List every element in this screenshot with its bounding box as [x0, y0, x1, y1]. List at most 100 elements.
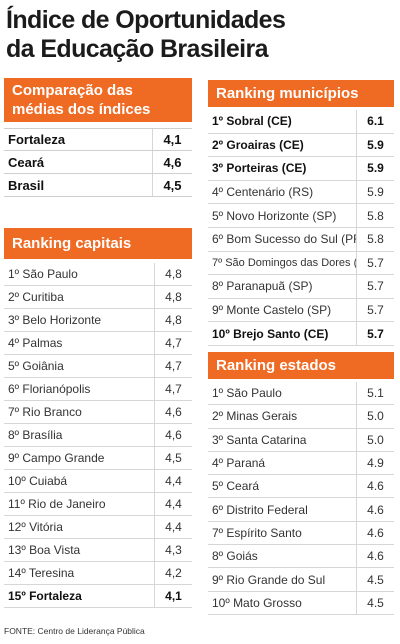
row-value: 4,5: [152, 174, 192, 196]
row-name: 13º Boa Vista: [8, 543, 81, 557]
row-name: 8º Goiás: [212, 549, 258, 564]
municipios-header: Ranking municípios: [208, 80, 394, 107]
comparacao-panel: Comparação das médias dos índices Fortal…: [4, 78, 192, 197]
table-row: 6º Distrito Federal 4.6: [208, 498, 394, 522]
row-name: 7º São Domingos das Dores (MG): [212, 256, 356, 269]
row-value: 4,1: [152, 129, 192, 150]
row-value: 5.7: [356, 275, 394, 298]
comparacao-header-line-1: Comparação das: [12, 82, 133, 99]
capitais-header: Ranking capitais: [4, 228, 192, 259]
comparacao-header-line-2: médias dos índices: [12, 101, 151, 118]
row-value: 4,4: [154, 493, 192, 515]
row-value: 4.5: [356, 568, 394, 591]
table-row: 3º Belo Horizonte 4,8: [4, 309, 192, 332]
row-value: 5.0: [356, 428, 394, 451]
row-value: 4,1: [154, 585, 192, 607]
row-name: 1º Sobral (CE): [212, 114, 292, 129]
row-name: 12º Vitória: [8, 520, 63, 534]
row-value: 5.7: [356, 298, 394, 322]
table-row: 1º São Paulo 4,8: [4, 263, 192, 286]
row-name: 4º Centenário (RS): [212, 185, 314, 200]
row-value: 5.9: [356, 133, 394, 157]
row-name: 8º Brasília: [8, 428, 63, 442]
row-name: 10º Brejo Santo (CE): [212, 326, 329, 341]
table-row: 7º Espírito Santo 4.6: [208, 521, 394, 546]
row-name: 3º Santa Catarina: [212, 432, 307, 447]
table-row: 2º Minas Gerais 5.0: [208, 405, 394, 429]
row-name: 1º São Paulo: [212, 386, 282, 401]
municipios-panel: Ranking municípios 1º Sobral (CE) 6.1 2º …: [208, 80, 394, 346]
row-value: 4,2: [154, 562, 192, 584]
row-value: 4,7: [154, 378, 192, 400]
table-row: 5º Ceará 4.6: [208, 475, 394, 499]
row-name: 9º Rio Grande do Sul: [212, 572, 326, 587]
row-name: 3º Belo Horizonte: [8, 313, 102, 327]
row-value: 4,6: [154, 424, 192, 446]
row-name: 6º Distrito Federal: [212, 502, 308, 517]
row-value: 4,8: [154, 286, 192, 308]
row-name: Fortaleza: [8, 132, 66, 147]
title-line-1: Índice de Oportunidades: [6, 6, 286, 34]
row-value: 4,5: [154, 447, 192, 469]
table-row: Ceará 4,6: [4, 151, 192, 174]
table-row: 8º Brasília 4,6: [4, 424, 192, 447]
row-value: 5.0: [356, 405, 394, 428]
row-value: 4.5: [356, 591, 394, 614]
table-row: Fortaleza 4,1: [4, 128, 192, 151]
municipios-table: 1º Sobral (CE) 6.1 2º Groairas (CE) 5.9 3º…: [208, 110, 394, 346]
table-row: 11º Rio de Janeiro 4,4: [4, 493, 192, 516]
row-value: 5.8: [356, 227, 394, 251]
row-name: 1º São Paulo: [8, 267, 78, 281]
row-value: 4,6: [152, 151, 192, 173]
comparacao-table: Fortaleza 4,1 Ceará 4,6 Brasil 4,5: [4, 128, 192, 197]
row-value: 4.6: [356, 545, 394, 568]
row-name: 6º Florianópolis: [8, 382, 91, 396]
table-row: 1º São Paulo 5.1: [208, 382, 394, 406]
estados-table: 1º São Paulo 5.1 2º Minas Gerais 5.0 3º Sa…: [208, 382, 394, 615]
table-row: 8º Goiás 4.6: [208, 545, 394, 569]
capitais-table: 1º São Paulo 4,8 2º Curitiba 4,8 3º Belo H…: [4, 263, 192, 608]
table-row: 4º Palmas 4,7: [4, 332, 192, 355]
table-row: 14º Teresina 4,2: [4, 562, 192, 585]
row-value: 4,7: [154, 332, 192, 354]
row-value: 4,7: [154, 355, 192, 377]
table-row: Brasil 4,5: [4, 174, 192, 197]
table-row: 6º Bom Sucesso do Sul (PR) 5.8: [208, 227, 394, 252]
table-row: 15º Fortaleza 4,1: [4, 585, 192, 608]
row-value: 6.1: [356, 110, 394, 133]
row-value: 4,8: [154, 309, 192, 331]
row-name: 9º Monte Castelo (SP): [212, 303, 332, 318]
table-row: 8º Paranapuã (SP) 5.7: [208, 275, 394, 299]
table-row: 9º Campo Grande 4,5: [4, 447, 192, 470]
row-name: 2º Minas Gerais: [212, 409, 298, 424]
table-row: 5º Goiânia 4,7: [4, 355, 192, 378]
table-row: 4º Centenário (RS) 5.9: [208, 180, 394, 205]
row-value: 4.6: [356, 498, 394, 521]
comparacao-header: Comparação das médias dos índices: [4, 78, 192, 122]
row-value: 4,8: [154, 263, 192, 285]
row-name: Brasil: [8, 177, 45, 193]
table-row: 4º Paraná 4.9: [208, 451, 394, 476]
row-name: 3º Porteiras (CE): [212, 161, 307, 176]
row-value: 4,3: [154, 539, 192, 561]
row-value: 5.7: [356, 322, 394, 345]
table-row: 9º Rio Grande do Sul 4.5: [208, 568, 394, 592]
row-name: 5º Ceará: [212, 479, 260, 494]
estados-header: Ranking estados: [208, 352, 394, 379]
source-note: FONTE: Centro de Liderança Pública: [4, 626, 145, 636]
row-value: 4,6: [154, 401, 192, 423]
estados-panel: Ranking estados 1º São Paulo 5.1 2º Minas…: [208, 352, 394, 615]
table-row: 7º Rio Branco 4,6: [4, 401, 192, 424]
table-row: 5º Novo Horizonte (SP) 5.8: [208, 204, 394, 228]
row-value: 4,4: [154, 470, 192, 492]
row-name: 10º Mato Grosso: [212, 595, 302, 610]
table-row: 9º Monte Castelo (SP) 5.7: [208, 298, 394, 323]
row-name: 7º Espírito Santo: [212, 525, 302, 540]
table-row: 3º Santa Catarina 5.0: [208, 428, 394, 452]
row-value: 5.7: [356, 251, 394, 275]
row-name: 5º Goiânia: [8, 359, 64, 373]
title-line-2: da Educação Brasileira: [6, 35, 269, 63]
row-value: 5.1: [356, 382, 394, 405]
table-row: 13º Boa Vista 4,3: [4, 539, 192, 562]
row-name: 11º Rio de Janeiro: [8, 497, 106, 511]
